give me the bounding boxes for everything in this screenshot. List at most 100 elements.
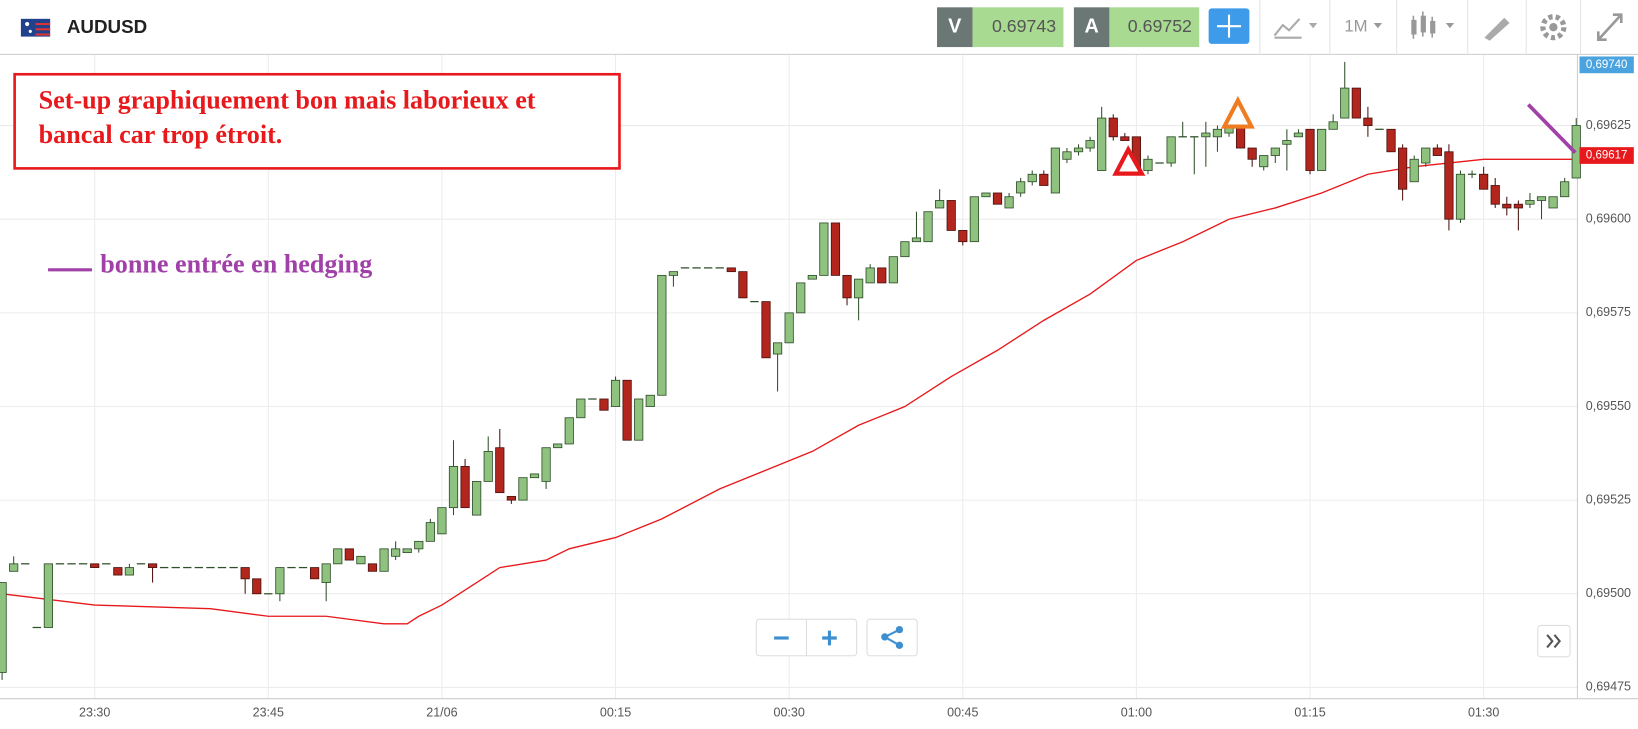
candle-body: [9, 563, 19, 572]
candle-body: [1513, 203, 1523, 209]
toolbar: AUDUSD V 0.69743 A 0.69752 1M: [0, 0, 1638, 55]
draw-icon[interactable]: [1484, 17, 1510, 41]
candle-body: [1560, 181, 1570, 198]
candle-body: [703, 267, 713, 269]
candle-body: [645, 394, 655, 407]
candle-body: [911, 237, 922, 243]
candle-body: [738, 271, 748, 299]
signal-triangle: [1112, 145, 1146, 176]
x-tick-label: 01:15: [1294, 706, 1325, 720]
candle-body: [1201, 132, 1211, 138]
candle-body: [171, 566, 180, 569]
zoom-controls: [755, 618, 1571, 658]
candle-body: [1455, 173, 1466, 220]
candle-body: [1270, 147, 1280, 156]
share-button[interactable]: [866, 618, 918, 657]
sell-price-box[interactable]: [972, 7, 1064, 48]
note-box: [13, 72, 621, 170]
zoom-in[interactable]: [822, 630, 837, 646]
candle-body: [1375, 128, 1384, 130]
buy-label-box[interactable]: [1073, 7, 1110, 48]
sell-label: V: [948, 15, 962, 37]
candle-body: [819, 222, 829, 276]
x-tick-label: 01:00: [1121, 706, 1152, 720]
candle-body: [379, 548, 389, 572]
candle-body: [194, 566, 204, 569]
fullscreen-icon[interactable]: [1596, 13, 1623, 42]
candle-body: [796, 282, 806, 314]
candle-body: [854, 278, 864, 299]
y-tick-label: 0,69550: [1586, 399, 1631, 413]
symbol: AUDUSD: [67, 16, 147, 37]
scroll-end-button[interactable]: [1537, 624, 1571, 658]
candle-body: [877, 267, 887, 284]
timeframe[interactable]: 1M: [1344, 17, 1367, 36]
candle-body: [518, 477, 528, 501]
candle-body: [772, 342, 783, 355]
y-tick-label: 0,69575: [1586, 305, 1631, 319]
candle-body: [564, 417, 574, 445]
candle-body: [622, 379, 632, 441]
chart-type-icon[interactable]: [1273, 18, 1302, 39]
candle-body: [183, 566, 192, 569]
buy-price-box[interactable]: [1109, 7, 1200, 48]
x-tick-label: 00:30: [773, 706, 804, 720]
candle-body: [252, 578, 262, 595]
candle-body: [136, 563, 146, 565]
settings-icon[interactable]: [1540, 14, 1567, 41]
candle-icon[interactable]: [1411, 11, 1436, 39]
candle-body: [113, 567, 123, 576]
candle-body: [206, 566, 215, 569]
candle-body: [333, 548, 343, 565]
sell-label-box[interactable]: [937, 7, 973, 48]
candle-body: [1467, 173, 1477, 175]
candle-body: [1039, 173, 1049, 186]
candle-body: [981, 192, 991, 198]
candle-body: [275, 567, 285, 595]
candle-body: [576, 398, 586, 419]
candle-body: [264, 593, 273, 595]
candle-body: [1432, 147, 1442, 156]
candle-body: [842, 274, 852, 299]
candle-body: [1398, 147, 1408, 190]
entry-arrow: [1527, 103, 1577, 154]
y-tick-label: 0,69525: [1586, 492, 1631, 506]
candle-body: [1421, 147, 1431, 164]
candle-body: [1235, 125, 1246, 149]
candle-body: [159, 566, 169, 569]
candle-body: [1143, 158, 1153, 171]
toolbar-bg: [0, 0, 1638, 55]
candle-body: [830, 222, 841, 276]
candle-body: [1490, 185, 1500, 205]
candle-body: [21, 563, 30, 565]
candle-body: [935, 200, 945, 209]
candle-body: [425, 522, 435, 542]
candle-body: [1166, 136, 1176, 164]
y-tick-label: 0,69475: [1586, 680, 1631, 694]
candle-body: [1328, 121, 1338, 130]
candle-body: [1340, 87, 1350, 119]
candle-body: [344, 548, 354, 561]
candle-body: [553, 443, 563, 449]
candle-body: [448, 466, 459, 509]
candle-body: [437, 507, 447, 535]
candle-body: [610, 379, 621, 407]
candle-body: [0, 582, 7, 673]
candle-body: [460, 466, 470, 509]
candle-body: [1305, 128, 1315, 171]
candle-body: [750, 300, 759, 303]
candle-body: [588, 398, 597, 400]
candle-body: [726, 267, 736, 273]
candle-body: [888, 256, 898, 284]
moving-average: [2, 158, 1577, 625]
candle-body: [865, 267, 875, 284]
x-tick-label: 21/06: [426, 706, 457, 720]
candle-body: [1351, 87, 1361, 119]
x-tick-label: 23:45: [253, 706, 284, 720]
candle-body: [367, 563, 378, 572]
candle-body: [1073, 147, 1084, 153]
candle-body: [1004, 196, 1014, 209]
candle-body: [1293, 132, 1304, 138]
